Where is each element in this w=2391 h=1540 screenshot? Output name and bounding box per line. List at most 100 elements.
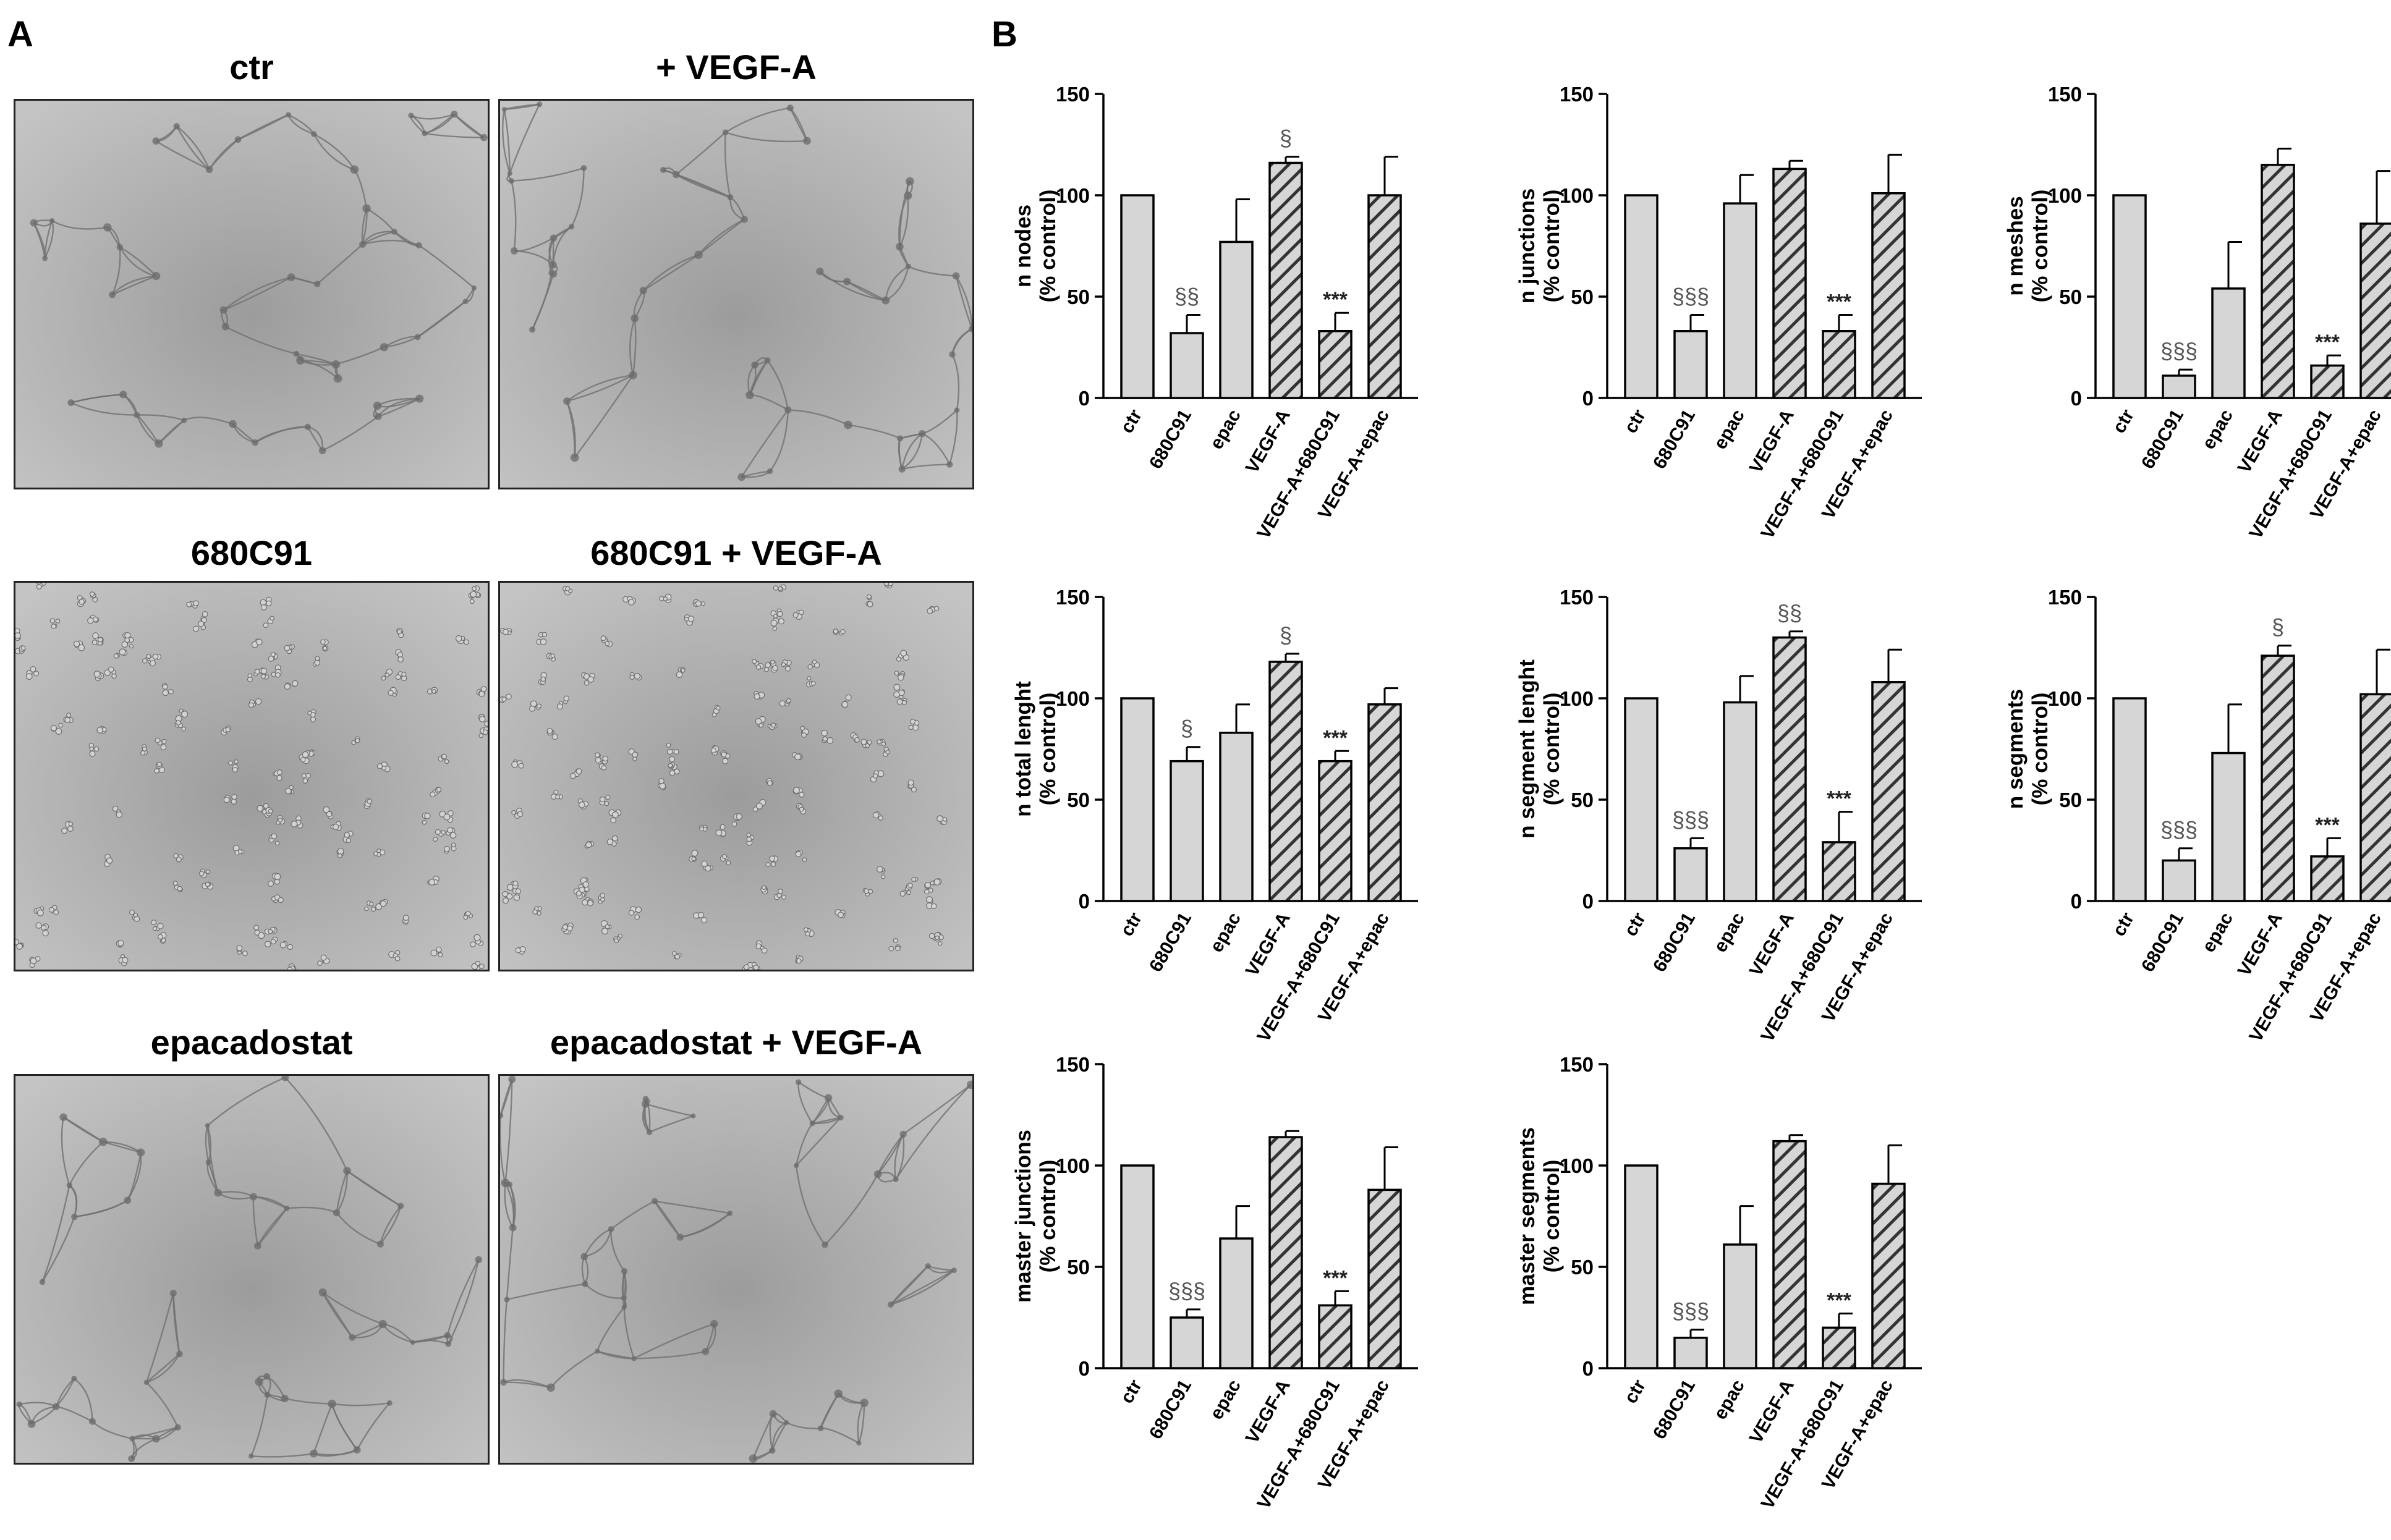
x-tick-label: ctr [1620,1376,1650,1407]
y-tick-label: 100 [1560,184,1594,207]
y-tick-label: 50 [2059,286,2082,308]
bar-vegf-a [2261,164,2295,399]
bar-epac [1219,240,1254,399]
bar-vegf-a-epac [1367,703,1402,902]
x-tick-label: 680C91 [2138,909,2188,976]
x-tick-label: VEGF-A [1746,406,1798,477]
x-tick-label: ctr [1620,909,1650,940]
y-tick-label: 0 [1079,387,1090,410]
significance-annotation: §§§ [1672,1298,1709,1324]
x-tick-label: ctr [1620,406,1650,437]
y-tick-label: 100 [2048,687,2082,710]
bar-vegf-a [2261,654,2295,902]
x-tick-label: ctr [1116,1376,1146,1407]
significance-annotation: § [1181,716,1193,741]
bar-vegf-a-epac [1367,1188,1402,1369]
x-tick-label: ctr [1116,909,1146,940]
x-tick-label: VEGF-A [1242,909,1294,980]
y-tick-label: 50 [1571,1256,1594,1279]
x-tick-label: 680C91 [1145,406,1196,473]
bar-680c91 [2162,859,2196,902]
x-tick-label: epac [1206,1376,1245,1423]
bar-680c91 [1170,759,1204,902]
x-tick-label: 680C91 [1649,406,1699,473]
y-tick-label: 150 [1056,1053,1090,1076]
bar-chart-2: 0 50 100 150 n junctions (% control) ctr §§§ 680… [1515,83,1922,543]
panel-label-a: A [7,14,33,54]
significance-annotation: §§ [1777,600,1802,625]
y-tick-label: 0 [1582,1357,1594,1380]
bar-epac [2211,751,2246,902]
bar-chart-6: 0 50 100 150 n segments (% control) ctr §§§ 680C… [2003,586,2391,1046]
y-tick-label: 50 [1067,789,1090,811]
x-tick-label: epac [1206,909,1245,956]
x-tick-label: VEGF-A [1746,909,1798,980]
bar-chart-3: 0 50 100 150 n meshes (% control) ctr §§§ 680C91… [2003,83,2391,543]
significance-annotation: *** [1323,726,1348,750]
y-tick-label: 0 [1079,1357,1090,1380]
bar-ctr [2112,194,2147,399]
bar-vegf-a [1268,661,1303,902]
y-tick-label: 150 [1560,586,1594,609]
significance-annotation: §§ [1174,284,1199,309]
micrograph-ctr [14,99,490,489]
y-axis-label: master junctions [1011,1130,1035,1303]
y-tick-label: 50 [1571,286,1594,308]
bar-vegf-a-epac [1871,681,1906,902]
y-axis-label: n total lenght [1011,681,1035,817]
y-tick-label: 150 [1056,586,1090,609]
micrograph-title-epacadostat: epacadostat [150,1023,353,1062]
x-tick-label: epac [1710,909,1749,956]
y-tick-label: 150 [2048,83,2082,106]
bar-vegf-a-680c91 [1822,330,1856,399]
y-axis-label: (% control) [2028,190,2052,303]
significance-annotation: *** [1323,1266,1348,1290]
y-tick-label: 150 [2048,586,2082,609]
y-tick-label: 100 [1056,687,1090,710]
bar-680c91 [1673,1337,1708,1369]
bar-epac [1723,202,1757,399]
bar-680c91 [1673,847,1708,902]
micrograph-title-epacadostat-vegf: epacadostat + VEGF-A [550,1023,923,1062]
y-tick-label: 150 [1560,1053,1594,1076]
bar-vegf-a [1772,1140,1807,1369]
bar-epac [1723,1243,1757,1369]
bar-chart-8: 0 50 100 150 master segments (% control) ctr §§… [1515,1053,1922,1513]
y-axis-label: n segment lenght [1515,659,1539,839]
significance-annotation: § [1280,622,1292,648]
x-tick-label: ctr [1116,406,1146,437]
bar-680c91 [2162,374,2196,399]
y-axis-label: n meshes [2003,196,2028,295]
y-tick-label: 50 [1067,286,1090,308]
y-tick-label: 0 [1582,890,1594,913]
bar-vegf-a-680c91 [2310,855,2345,902]
significance-annotation: *** [2315,331,2340,354]
significance-annotation: *** [1827,290,1851,314]
significance-annotation: *** [1323,288,1348,311]
significance-annotation: §§§ [2160,338,2198,363]
bar-vegf-a-epac [1871,1182,1906,1369]
bar-ctr [1624,194,1658,399]
bar-vegf-a [1268,1136,1303,1369]
y-tick-label: 100 [1056,1154,1090,1177]
bar-vegf-a-epac [1871,192,1906,399]
significance-annotation: *** [1827,1288,1851,1312]
significance-annotation: *** [1827,787,1851,811]
panel-label-b: B [992,14,1017,54]
y-axis-label: (% control) [1036,190,1060,303]
bar-vegf-a-680c91 [1822,841,1856,902]
significance-annotation: §§§ [1672,806,1709,832]
x-tick-label: epac [1206,406,1245,453]
bar-vegf-a-680c91 [1318,330,1353,399]
micrograph-epacadostat [14,1074,490,1465]
x-tick-label: epac [2198,909,2237,956]
micrograph-680c91-vegf [498,581,974,971]
bar-680c91 [1170,332,1204,399]
bar-vegf-a-epac [2359,222,2391,399]
x-tick-label: epac [2198,406,2237,453]
y-tick-label: 0 [1582,387,1594,410]
y-axis-label: n nodes [1011,205,1035,287]
bar-chart-7: 0 50 100 150 master junctions (% control) ctr §… [1011,1053,1418,1513]
micrograph-epacadostat-vegf [498,1074,974,1465]
y-tick-label: 100 [2048,184,2082,207]
